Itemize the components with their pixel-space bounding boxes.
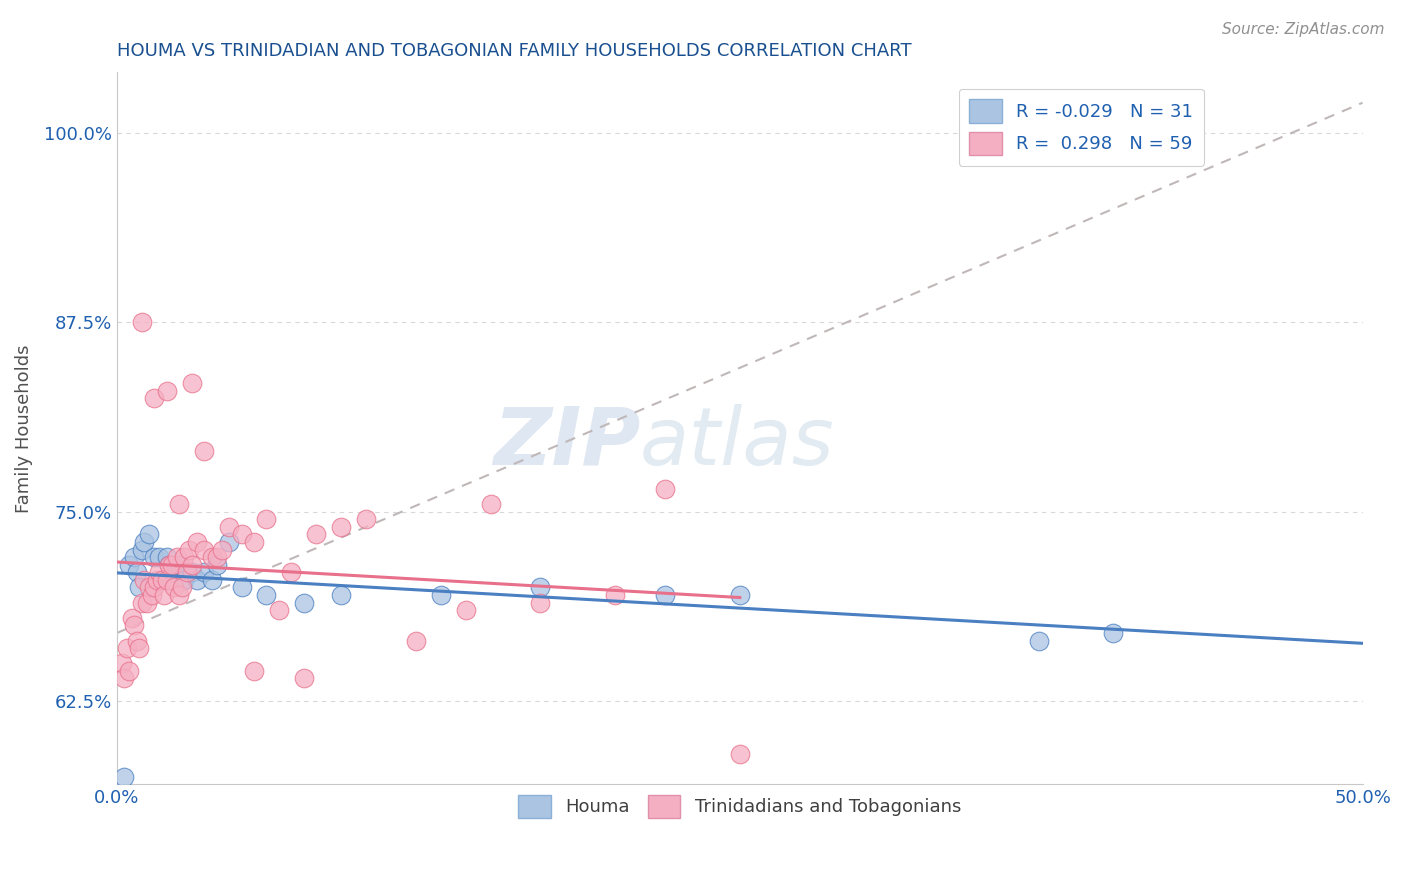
Point <box>193 444 215 458</box>
Point <box>173 550 195 565</box>
Point <box>131 315 153 329</box>
Point <box>405 633 427 648</box>
Point <box>186 573 208 587</box>
Point <box>121 611 143 625</box>
Point <box>125 566 148 580</box>
Point <box>243 664 266 678</box>
Point <box>205 558 228 572</box>
Point <box>141 588 163 602</box>
Point <box>201 573 224 587</box>
Point <box>143 391 166 405</box>
Point <box>728 747 751 761</box>
Point <box>280 566 302 580</box>
Point <box>157 558 180 572</box>
Point <box>167 558 190 572</box>
Legend: Houma, Trinidadians and Tobagonians: Houma, Trinidadians and Tobagonians <box>512 788 969 825</box>
Point <box>124 618 146 632</box>
Point <box>256 512 278 526</box>
Point <box>131 542 153 557</box>
Point <box>125 633 148 648</box>
Point <box>118 664 141 678</box>
Point <box>163 566 186 580</box>
Point <box>292 596 315 610</box>
Point <box>330 520 353 534</box>
Point <box>115 641 138 656</box>
Point <box>330 588 353 602</box>
Point <box>128 641 150 656</box>
Text: HOUMA VS TRINIDADIAN AND TOBAGONIAN FAMILY HOUSEHOLDS CORRELATION CHART: HOUMA VS TRINIDADIAN AND TOBAGONIAN FAMI… <box>117 42 911 60</box>
Point <box>173 573 195 587</box>
Point <box>138 527 160 541</box>
Point <box>134 535 156 549</box>
Point <box>134 573 156 587</box>
Point <box>205 550 228 565</box>
Point <box>167 588 190 602</box>
Point <box>193 542 215 557</box>
Point <box>256 588 278 602</box>
Point <box>605 588 627 602</box>
Point <box>430 588 453 602</box>
Point <box>114 672 136 686</box>
Point <box>170 581 193 595</box>
Point <box>160 558 183 572</box>
Point <box>193 566 215 580</box>
Point <box>292 672 315 686</box>
Point <box>156 550 179 565</box>
Point <box>166 550 188 565</box>
Point <box>167 497 190 511</box>
Point <box>454 603 477 617</box>
Y-axis label: Family Households: Family Households <box>15 344 32 513</box>
Point <box>654 482 676 496</box>
Point <box>156 573 179 587</box>
Text: Source: ZipAtlas.com: Source: ZipAtlas.com <box>1222 22 1385 37</box>
Point <box>218 535 240 549</box>
Point <box>148 566 170 580</box>
Point <box>218 520 240 534</box>
Point <box>124 550 146 565</box>
Point <box>180 566 202 580</box>
Point <box>180 558 202 572</box>
Point <box>111 657 134 671</box>
Point <box>148 550 170 565</box>
Point <box>186 535 208 549</box>
Point <box>153 588 176 602</box>
Point <box>176 566 198 580</box>
Point <box>529 596 551 610</box>
Point <box>143 550 166 565</box>
Point <box>114 770 136 784</box>
Text: atlas: atlas <box>640 404 835 482</box>
Point <box>150 573 173 587</box>
Point <box>163 581 186 595</box>
Point <box>157 558 180 572</box>
Point <box>131 596 153 610</box>
Point <box>1102 626 1125 640</box>
Point <box>138 581 160 595</box>
Text: ZIP: ZIP <box>492 404 640 482</box>
Point <box>128 581 150 595</box>
Point <box>231 581 253 595</box>
Point <box>267 603 290 617</box>
Point <box>354 512 377 526</box>
Point <box>305 527 328 541</box>
Point <box>529 581 551 595</box>
Point <box>179 542 201 557</box>
Point <box>201 550 224 565</box>
Point <box>231 527 253 541</box>
Point <box>728 588 751 602</box>
Point <box>156 384 179 398</box>
Point <box>146 573 169 587</box>
Point <box>211 542 233 557</box>
Point <box>143 581 166 595</box>
Point <box>243 535 266 549</box>
Point <box>1028 633 1050 648</box>
Point <box>654 588 676 602</box>
Point <box>118 558 141 572</box>
Point <box>135 596 157 610</box>
Point <box>180 376 202 390</box>
Point <box>479 497 502 511</box>
